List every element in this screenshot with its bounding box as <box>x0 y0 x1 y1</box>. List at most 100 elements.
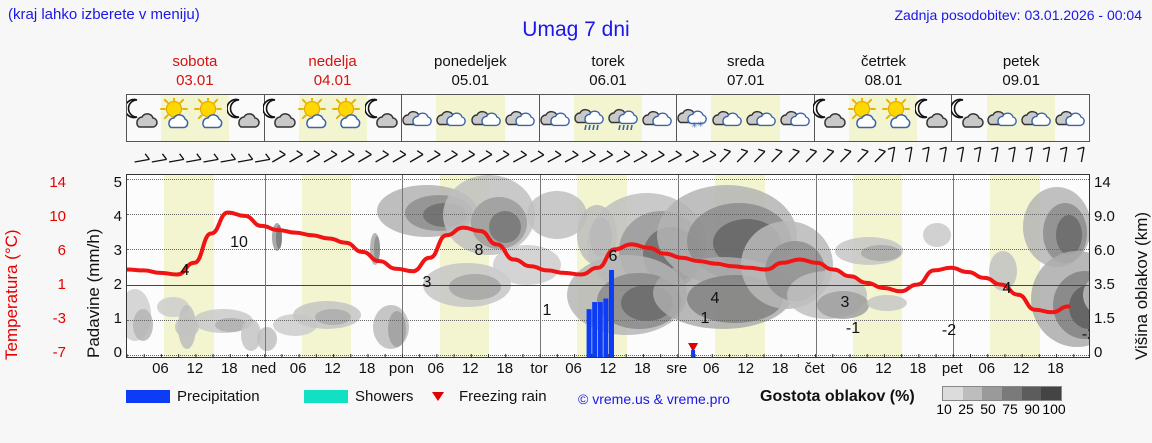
density-swatch <box>982 387 1003 400</box>
x-axis-tick-label: 12 <box>324 360 341 377</box>
axis-tick-label: 3 <box>113 242 122 259</box>
x-axis-tick-label: 18 <box>496 360 514 377</box>
density-tick-label: 90 <box>1024 401 1040 417</box>
density-tick-label: 10 <box>936 401 952 417</box>
legend: Precipitation Showers Freezing rain © vr… <box>126 386 1146 426</box>
weather-icon-moon-cloud <box>127 95 161 141</box>
axis-tick-label: 5 <box>113 174 122 191</box>
axis-tick-label: 6 <box>57 242 66 259</box>
icon-day-četrtek <box>812 95 953 141</box>
icon-day-sreda: ✳ ✳ <box>677 95 815 141</box>
icon-day-torek <box>540 95 678 141</box>
x-axis-labels: 06 12 18 ned 06 12 18 pon 06 12 18 tor 06 12 18 sre 06 12… <box>126 360 1090 382</box>
cloud-density-tick-labels: 10 25 50 75 90 100 <box>932 401 1082 421</box>
weather-icon-sun-cloud <box>848 95 884 141</box>
weather-icon-cloud <box>504 95 539 141</box>
temperature-value-label: 4 <box>181 262 190 279</box>
legend-precipitation: Precipitation <box>126 388 260 405</box>
precipitation-bar <box>603 298 609 357</box>
legend-showers: Showers <box>304 388 413 405</box>
density-swatch <box>1041 387 1062 400</box>
weather-icon-cloud <box>436 95 471 141</box>
day-name: sobota <box>172 53 218 70</box>
x-axis-tick-label: pon <box>388 360 414 377</box>
density-tick-label: 50 <box>980 401 996 417</box>
x-axis-tick-label: 18 <box>220 360 238 377</box>
day-name: četrtek <box>860 53 906 70</box>
temperature-axis-ticks: 14 10 6 1 -3 -7 <box>26 174 66 361</box>
day-date: 05.01 <box>451 72 490 89</box>
precipitation-axis-ticks: 5 4 3 2 1 0 <box>96 174 122 361</box>
day-column-petek: petek 09.01 <box>952 52 1090 92</box>
x-axis-tick-label: sre <box>666 360 688 377</box>
weather-icon-cloud <box>1055 95 1089 141</box>
weather-icon-moon-cloud <box>227 95 263 141</box>
svg-text:✳: ✳ <box>691 121 698 130</box>
x-axis-tick-label: 06 <box>565 360 582 377</box>
weather-icon-cloud <box>986 95 1021 141</box>
day-date: 07.01 <box>726 72 765 89</box>
day-separator <box>402 175 404 357</box>
x-axis-tick-label: 06 <box>427 360 445 377</box>
last-update-text: Zadnja posodobitev: 03.01.2026 - 00:04 <box>894 7 1142 23</box>
cloud-height-axis-ticks: 14 9.0 6.0 3.5 1.5 0 <box>1094 174 1136 361</box>
x-axis-tick-label: 06 <box>702 360 720 377</box>
temperature-value-label: 6 <box>609 248 618 265</box>
weather-icon-cloud-snow: ✳ ✳ <box>677 95 711 141</box>
axis-tick-label: 9.0 <box>1094 208 1115 225</box>
density-tick-label: 25 <box>958 401 974 417</box>
x-axis-tick-label: 18 <box>771 360 789 377</box>
day-separator <box>953 175 955 357</box>
axis-tick-label: -3 <box>52 310 66 327</box>
page-title: Umag 7 dni <box>522 18 630 41</box>
day-labels-row: sobota 03.01 nedelja 04.01 ponedeljek 05.01 to… <box>126 52 1090 92</box>
horizontal-gridline <box>127 285 1089 286</box>
legend-freezing-rain: Freezing rain <box>432 388 547 405</box>
cloud-density-title: Gostota oblakov (%) <box>760 388 915 405</box>
weather-icon-moon-cloud <box>950 95 986 141</box>
day-date: 06.01 <box>589 72 627 89</box>
day-separator <box>815 175 817 357</box>
axis-tick-label: 10 <box>49 208 66 225</box>
day-column-nedelja: nedelja 04.01 <box>264 52 402 92</box>
weather-icon-cloud <box>540 95 574 141</box>
axis-tick-label: 4 <box>113 208 122 225</box>
temperature-axis-title: Temperatura (°C) <box>2 229 21 360</box>
x-axis-tick-label: 18 <box>634 360 651 377</box>
axis-tick-label: 2 <box>113 276 122 293</box>
x-axis-tick-label: 18 <box>358 360 376 377</box>
copyright-link[interactable]: © vreme.us & vreme.pro <box>578 391 730 407</box>
x-axis-tick-label: 12 <box>875 360 892 377</box>
day-name: sreda <box>726 53 765 70</box>
day-separator <box>540 175 542 357</box>
freezing-rain-icon <box>432 392 444 401</box>
day-column-sobota: sobota 03.01 <box>126 52 264 92</box>
day-name: torek <box>591 53 625 70</box>
x-axis-tick-label: 06 <box>289 360 307 377</box>
day-separator <box>264 175 266 357</box>
day-column-sreda: sreda 07.01 <box>677 52 815 92</box>
day-column-torek: torek 06.01 <box>539 52 677 92</box>
axis-tick-label: 0 <box>1094 344 1103 361</box>
temperature-value-label: 3 <box>841 294 850 311</box>
x-axis-tick-label: 12 <box>599 360 617 377</box>
day-date: 08.01 <box>864 72 903 89</box>
weather-icon-strip: ✳ ✳ <box>126 94 1090 142</box>
axis-tick-label: 3.5 <box>1094 276 1115 293</box>
weather-icon-cloud-rain <box>608 95 643 141</box>
menu-note: (kraj lahko izberete v meniju) <box>8 6 200 23</box>
axis-tick-label: 14 <box>49 174 66 191</box>
temperature-value-label: 1 <box>701 310 710 327</box>
weather-icon-sun-cloud <box>331 95 367 141</box>
precipitation-bar <box>592 302 598 357</box>
temperature-value-label: 1 <box>543 302 552 319</box>
temperature-value-label: -2 <box>942 322 956 339</box>
weather-icon-sun-cloud <box>194 95 230 141</box>
axis-tick-label: 1 <box>113 310 122 327</box>
weather-icon-cloud-rain <box>573 95 609 141</box>
axis-tick-label: 1 <box>57 276 66 293</box>
weather-icon-cloud <box>711 95 746 141</box>
day-column-ponedeljek: ponedeljek 05.01 <box>401 52 539 92</box>
